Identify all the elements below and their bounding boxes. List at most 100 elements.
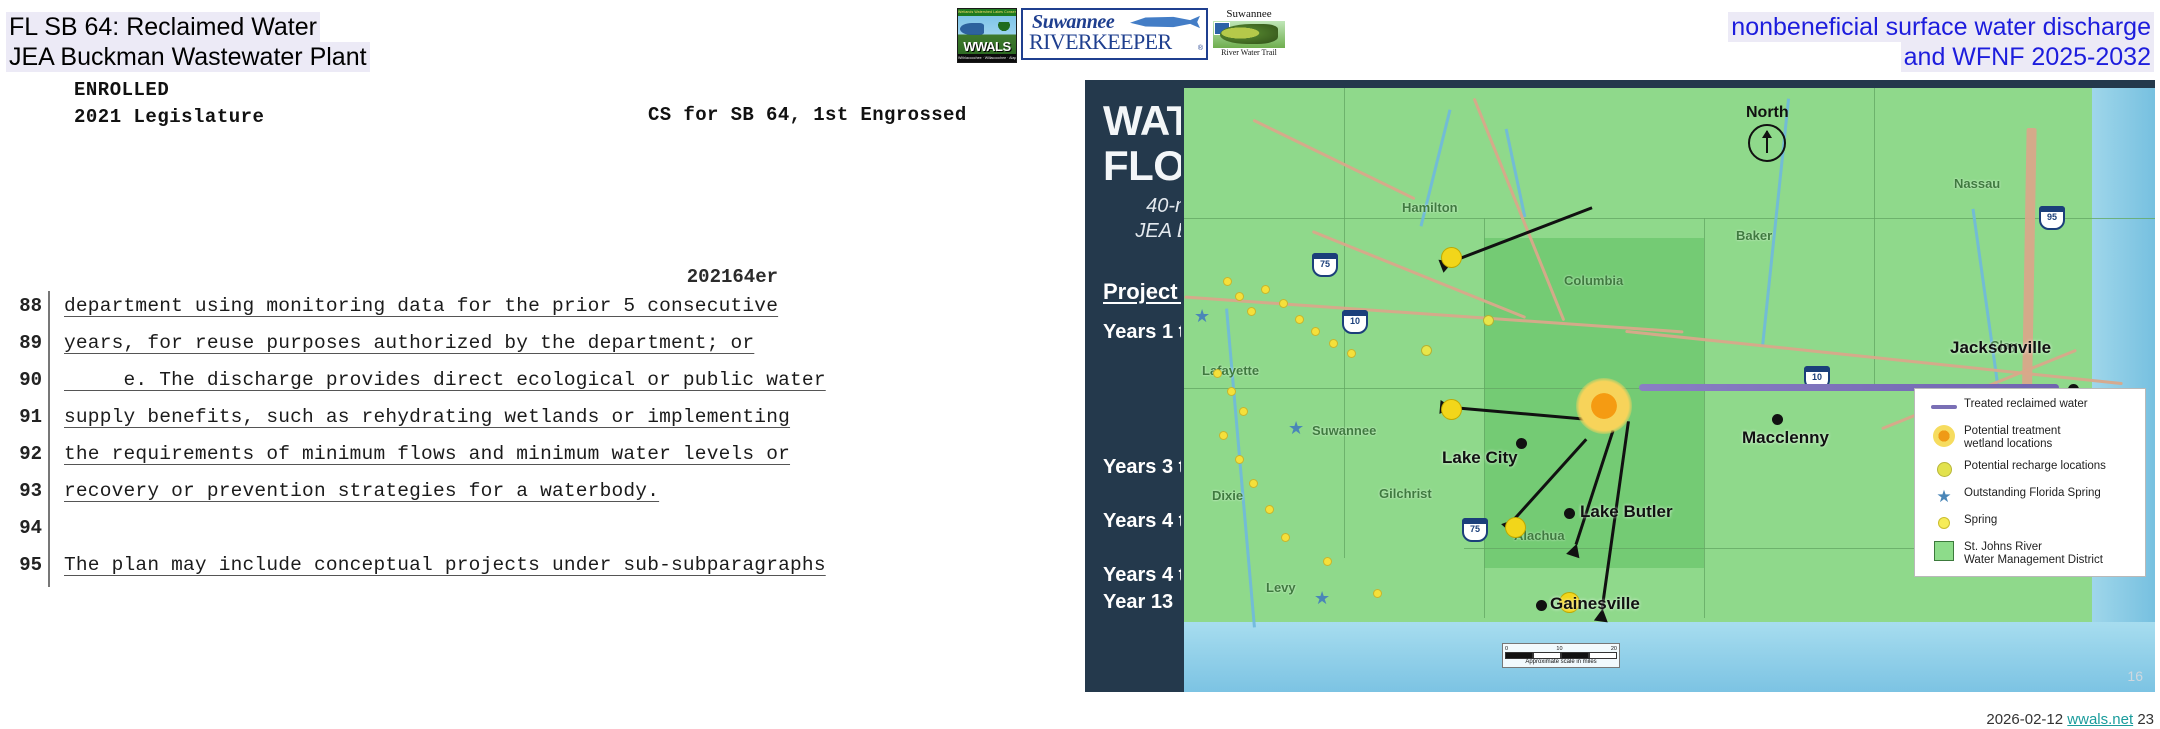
gulf-water <box>1184 622 2155 692</box>
interstate-75-shield-icon: 75 <box>1462 518 1488 542</box>
line-number: 90 <box>19 369 42 391</box>
line-number: 94 <box>19 517 42 539</box>
map-canvas: 75 10 10 95 75 North Hamilton Columbia B… <box>1184 88 2155 692</box>
line-rule <box>48 291 50 328</box>
legend-label: St. Johns River Water Management Distric… <box>1964 541 2103 566</box>
map-scale-bar: 0 10 20 Approximate scale in miles <box>1502 643 1620 668</box>
city-label-gainesville: Gainesville <box>1550 594 1640 613</box>
legend-label: Potential treatment wetland locations <box>1964 425 2061 450</box>
line-number: 93 <box>19 480 42 502</box>
potential-treatment-wetland-marker <box>1442 400 1461 419</box>
document-id: 202164er <box>686 266 778 288</box>
county-label: Lafayette <box>1202 363 1260 378</box>
banner-right-title: nonbeneficial surface water discharge an… <box>1728 12 2154 72</box>
scale-tick: 10 <box>1556 646 1563 652</box>
scale-ticks: 0 10 20 <box>1505 646 1617 652</box>
line-text: e. The discharge provides direct ecologi… <box>64 369 826 391</box>
scale-bar-graphic <box>1505 652 1617 659</box>
county-boundary <box>1184 218 2155 219</box>
milestone-years: Year 13 <box>1103 591 1174 613</box>
interstate-95-shield-icon: 95 <box>2039 206 2065 230</box>
riverkeeper-line-1: Suwannee <box>1032 11 1115 33</box>
county-label: Gilchrist <box>1379 486 1432 501</box>
spring-marker <box>1312 328 1319 335</box>
county-label: Alachua <box>1514 528 1565 543</box>
wwals-logo-icon: Wetlands Watershed Lakes Conservation WW… <box>957 8 1017 63</box>
legend-label: Potential recharge locations <box>1964 460 2106 472</box>
legend-item: ★ Outstanding Florida Spring <box>1924 487 2137 505</box>
legend-label: Outstanding Florida Spring <box>1964 487 2101 499</box>
north-florida-map: 75 10 10 95 75 North Hamilton Columbia B… <box>1181 88 2155 692</box>
registered-mark: ® <box>1197 45 1203 52</box>
outstanding-florida-spring-star-icon: ★ <box>1194 306 1211 326</box>
line-text: years, for reuse purposes authorized by … <box>64 332 755 354</box>
suwannee-river <box>1225 308 1256 628</box>
outstanding-florida-spring-star-icon: ★ <box>1288 418 1305 438</box>
legend-label: Treated reclaimed water <box>1964 398 2088 410</box>
enrolled-label: ENROLLED <box>74 79 170 101</box>
city-label-lake-butler: Lake Butler <box>1580 502 1673 521</box>
wwals-top-tagline: Wetlands Watershed Lakes Conservation <box>958 9 1016 16</box>
scale-tick: 0 <box>1505 646 1509 652</box>
suwannee-river-water-trail-logo: Suwannee River Water Trail <box>1213 8 1285 64</box>
city-dot <box>1536 600 1547 611</box>
county-boundary <box>1874 88 1875 388</box>
line-number: 88 <box>19 295 42 317</box>
slide-page-number: 16 <box>2127 668 2143 684</box>
north-label: North <box>1746 104 1789 121</box>
bass-fish-shape <box>1220 24 1278 44</box>
spring-marker <box>1266 506 1273 513</box>
county-label: Columbia <box>1564 273 1624 288</box>
spring-marker <box>1282 534 1289 541</box>
potential-treatment-wetland-marker <box>1442 248 1461 267</box>
potential-recharge-marker <box>1484 316 1493 325</box>
spring-marker <box>1220 432 1227 439</box>
footer-trailing: 23 <box>2137 711 2154 728</box>
spring-marker <box>1240 408 1247 415</box>
document-status-heading: ENROLLED 2021 Legislature <box>74 77 264 131</box>
legend-item: Spring <box>1924 514 2137 532</box>
county-label: Levy <box>1266 580 1296 595</box>
potential-treatment-wetland-marker <box>1506 518 1525 537</box>
bill-line: 91 supply benefits, such as rehydrating … <box>8 402 1068 439</box>
legend-label: Spring <box>1964 514 1998 526</box>
bill-line: 89 years, for reuse purposes authorized … <box>8 328 1068 365</box>
bill-line: 95 The plan may include conceptual proje… <box>8 550 1068 587</box>
line-rule <box>48 476 50 513</box>
bill-line: 92 the requirements of minimum flows and… <box>8 439 1068 476</box>
banner-left-title: FL SB 64: Reclaimed Water JEA Buckman Wa… <box>6 12 370 72</box>
banner-right-line-2: and WFNF 2025-2032 <box>1900 42 2154 72</box>
spring-marker <box>1296 316 1303 323</box>
spring-marker <box>1250 480 1257 487</box>
spring-marker <box>1330 340 1337 347</box>
scale-caption: Approximate scale in miles <box>1525 659 1597 665</box>
county-label: Nassau <box>1954 176 2001 191</box>
legend-item: St. Johns River Water Management Distric… <box>1924 541 2137 567</box>
city-label-lake-city: Lake City <box>1442 448 1518 467</box>
line-text: the requirements of minimum flows and mi… <box>64 443 791 465</box>
recharge-marker-icon <box>1924 460 1964 478</box>
county-boundary <box>1704 218 1705 618</box>
footer-link[interactable]: wwals.net <box>2067 711 2134 728</box>
sjrwmd-swatch-icon <box>1924 541 1964 561</box>
legislature-year: 2021 Legislature <box>74 106 265 128</box>
spring-marker-icon <box>1924 514 1964 532</box>
spring-marker <box>1228 388 1235 395</box>
spring-marker <box>1348 350 1355 357</box>
county-boundary <box>1464 548 2024 549</box>
county-label: Dixie <box>1212 488 1244 503</box>
city-label-macclenny: Macclenny <box>1742 428 1829 447</box>
page-footer: 2026-02-12 wwals.net 23 <box>1986 711 2154 728</box>
treated-reclaimed-water-route <box>1639 384 2059 391</box>
watertrail-bass-icon <box>1213 21 1285 48</box>
city-dot <box>1772 414 1783 425</box>
line-number: 92 <box>19 443 42 465</box>
spring-marker <box>1262 286 1269 293</box>
county-label: Hamilton <box>1402 200 1458 215</box>
suwannee-riverkeeper-logo: Suwannee RIVERKEEPER ® <box>1021 8 1208 60</box>
legend-item: Treated reclaimed water <box>1924 398 2137 416</box>
spring-marker <box>1214 370 1221 377</box>
spring-marker <box>1280 300 1287 307</box>
spring-marker <box>1224 278 1231 285</box>
line-text: supply benefits, such as rehydrating wet… <box>64 406 791 428</box>
